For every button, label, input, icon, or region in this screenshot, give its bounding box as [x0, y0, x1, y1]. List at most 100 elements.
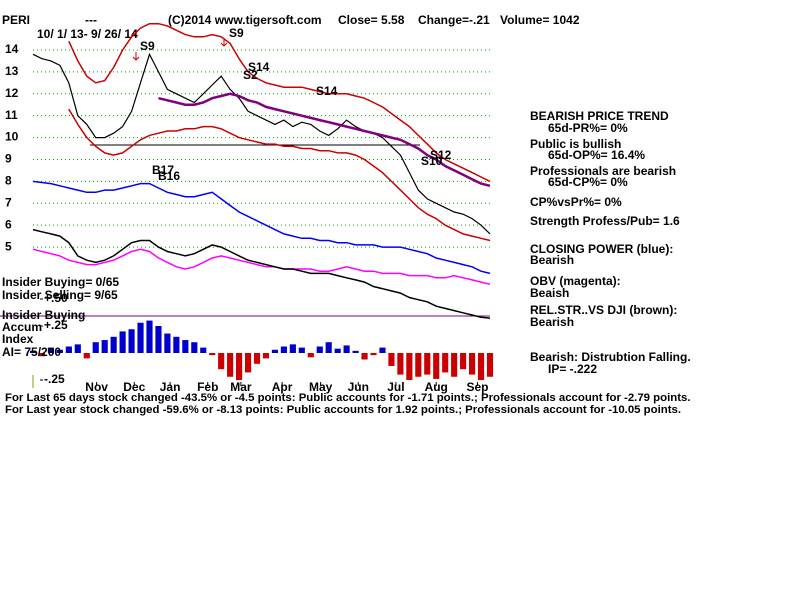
series-line [32, 52, 491, 235]
accum-bar [128, 329, 135, 353]
accum-bar [442, 353, 449, 373]
right-note: 65d-OP%= 16.4% [548, 148, 645, 162]
accum-bar [29, 350, 37, 353]
right-note: Bearish [530, 315, 574, 329]
accum-bar [433, 353, 440, 379]
signal-label: S14 [316, 84, 338, 98]
x-tick-label: Feb [197, 380, 218, 394]
signal-label: S9 [140, 39, 155, 53]
left-note: Insider Buying= 0/65 [2, 275, 119, 289]
accum-bar [469, 353, 476, 375]
series-line [32, 228, 491, 319]
signal-label: S10 [421, 154, 443, 168]
right-note: 65d-PR%= 0% [548, 121, 628, 135]
series-line [158, 92, 491, 188]
x-tick-label: Mar [230, 380, 252, 394]
accum-bar [397, 353, 404, 375]
accum-bar [370, 353, 377, 356]
y-tick-label: 11 [5, 108, 18, 122]
right-note: Public is bullish [530, 137, 621, 151]
accum-bar [415, 353, 422, 377]
accum-bar [424, 353, 431, 375]
x-tick-label: Dec [123, 380, 145, 394]
accum-bar [406, 353, 413, 380]
x-tick-label: Apr [272, 380, 293, 394]
signal-label: S2 [243, 68, 258, 82]
accum-bar [316, 346, 323, 353]
accum-bar [47, 347, 54, 353]
accum-bar [271, 349, 279, 353]
y-tick-label: 14 [5, 42, 19, 56]
accum-bar [173, 336, 180, 353]
accum-bar [289, 344, 296, 353]
volume: Volume= 1042 [500, 13, 580, 27]
accum-bar [191, 342, 198, 353]
accum-bar [236, 353, 243, 380]
accum-bar [334, 348, 341, 353]
right-note: Strength Profess/Pub= 1.6 [530, 214, 680, 228]
x-tick-label: Jul [387, 380, 404, 394]
y-tick-label: 5 [5, 239, 12, 253]
accum-bar [477, 353, 485, 380]
date-range: 10/ 1/ 13- 9/ 26/ 14 [37, 27, 138, 41]
accum-bar [460, 353, 467, 370]
accum-bar [280, 346, 287, 353]
accum-tick-label: +.50 [44, 291, 68, 305]
accum-bar [92, 342, 99, 353]
accum-bar [56, 349, 63, 353]
signal-label: S12 [430, 148, 452, 162]
accum-bar [388, 353, 395, 366]
symbol: PERI [2, 13, 30, 27]
accum-bar [361, 353, 368, 360]
accum-bar [164, 333, 171, 353]
accum-bar [155, 326, 162, 353]
y-tick-label: 8 [5, 174, 12, 188]
left-note: Accum [2, 320, 42, 334]
series-line [68, 22, 491, 183]
series-line [32, 248, 491, 286]
x-tick-label: Aug [425, 380, 448, 394]
dashes: --- [85, 13, 97, 27]
signal-label: B17 [152, 163, 174, 177]
accum-bar [486, 353, 494, 377]
accum-bar [451, 353, 458, 377]
accum-bar [137, 322, 144, 353]
accum-bar [146, 320, 153, 353]
left-note: AI= 75/200 [2, 345, 61, 359]
accum-bar [200, 347, 207, 353]
y-tick-label: 9 [5, 152, 12, 166]
footer-line: For Last year stock changed -59.6% or -8… [5, 404, 681, 416]
accum-bar [101, 340, 108, 353]
accum-bar [38, 353, 46, 357]
left-note: Insider Buying [2, 308, 85, 322]
right-note: Beaish [530, 286, 569, 300]
y-tick-label: 13 [5, 64, 19, 78]
accum-bar [182, 340, 189, 353]
accum-bar [218, 353, 225, 370]
accum-bar [253, 353, 261, 364]
right-note: Bearish: Distrubtion Falling. [530, 350, 691, 364]
left-note: Insider Selling= 9/65 [2, 288, 118, 302]
right-note: OBV (magenta): [530, 274, 621, 288]
x-tick-label: Jun [348, 380, 369, 394]
right-note: BEARISH PRICE TREND [530, 109, 669, 123]
x-tick-label: Jan [160, 380, 181, 394]
accum-bar [209, 353, 216, 356]
footer-line: For Last 65 days stock changed -43.5% or… [5, 392, 691, 404]
accum-bar [244, 353, 252, 373]
y-tick-label: 10 [5, 130, 19, 144]
accum-bar [227, 353, 234, 377]
right-note: Professionals are bearish [530, 164, 676, 178]
right-note: REL.STR..VS DJI (brown): [530, 303, 677, 317]
accum-bar [83, 353, 90, 359]
close: Close= 5.58 [338, 13, 405, 27]
accum-bar [262, 353, 270, 359]
y-tick-label: 6 [5, 217, 12, 231]
change: Change=-.21 [418, 13, 490, 27]
copyright: (C)2014 www.tigersoft.com [168, 13, 322, 27]
x-tick-label: Sep [466, 380, 488, 394]
signal-label: S14 [248, 60, 270, 74]
accum-bar [74, 344, 81, 353]
